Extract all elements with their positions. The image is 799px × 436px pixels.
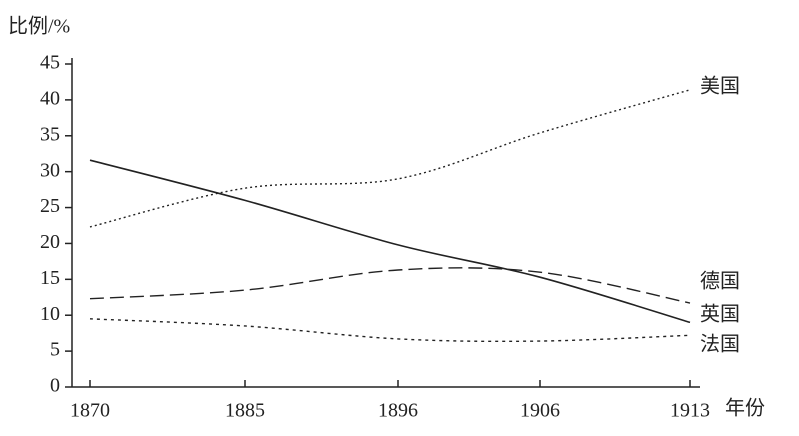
x-tick-label: 1913 <box>670 400 710 422</box>
x-axis-label: 年份 <box>725 397 765 420</box>
series-line <box>89 318 691 343</box>
y-tick-label: 30 <box>40 159 60 181</box>
x-tick-label: 1870 <box>70 400 110 422</box>
y-tick-label: 0 <box>50 375 60 397</box>
y-tick-label: 5 <box>50 339 60 361</box>
series-label: 英国 <box>700 303 740 326</box>
series-label: 美国 <box>700 75 740 98</box>
series-line <box>89 267 691 304</box>
series-label: 德国 <box>700 270 740 293</box>
series-line <box>89 159 691 324</box>
series-label: 法国 <box>700 333 740 356</box>
series-line <box>89 89 691 228</box>
y-tick-label: 15 <box>40 267 60 289</box>
x-tick-label: 1885 <box>225 400 265 422</box>
y-tick-label: 40 <box>40 87 60 109</box>
x-tick-label: 1906 <box>520 400 560 422</box>
y-tick-label: 10 <box>40 303 60 325</box>
y-tick-label: 20 <box>40 231 60 253</box>
y-tick-label: 25 <box>40 195 60 217</box>
y-tick-label: 35 <box>40 123 60 145</box>
x-tick-label: 1896 <box>378 400 418 422</box>
y-tick-label: 45 <box>40 52 60 74</box>
y-axis-label: 比例/% <box>8 15 70 38</box>
